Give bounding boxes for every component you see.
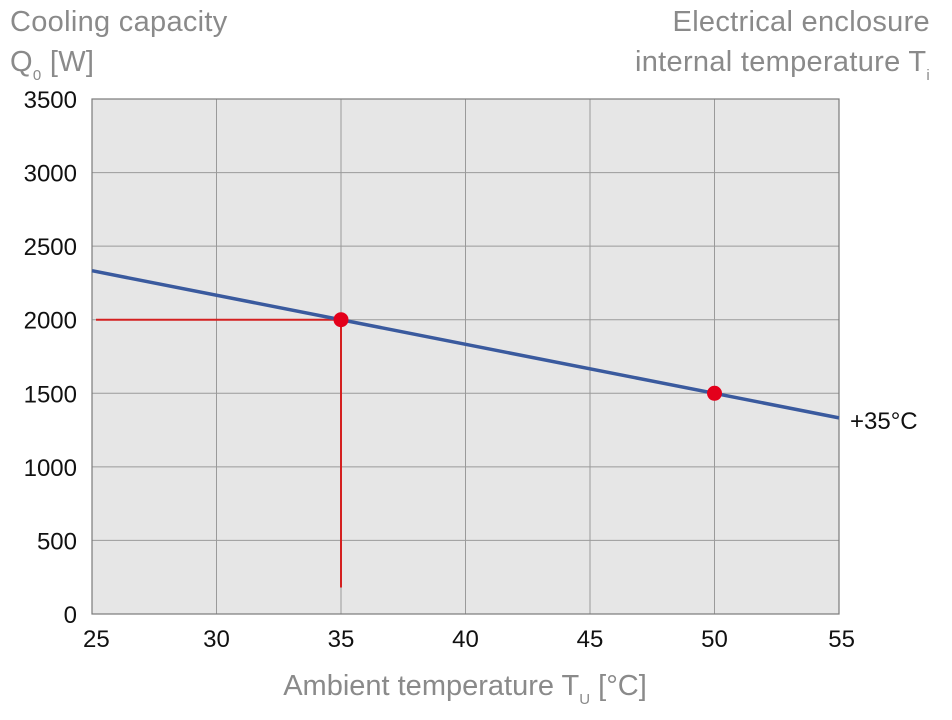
y-axis-subscript: 0 (32, 67, 42, 84)
y-tick-label: 0 (64, 602, 77, 629)
y-tick-label: 1500 (24, 381, 77, 408)
y-axis-title: Cooling capacity Q0 [W] (10, 2, 228, 96)
x-axis-title-subscript: U (579, 691, 591, 708)
y-axis-title-line1: Cooling capacity (10, 6, 228, 38)
x-tick-label: 25 (83, 626, 110, 653)
enclosure-temp-subscript: i (926, 67, 930, 84)
y-axis-title-line2: Q0 [W] (10, 42, 228, 96)
series-label: +35°C (850, 408, 918, 435)
enclosure-temp-title: Electrical enclosure internal temperatur… (635, 2, 930, 96)
x-tick-label: 40 (452, 626, 479, 653)
y-tick-label: 1000 (24, 455, 77, 482)
x-tick-label: 30 (203, 626, 230, 653)
y-tick-label: 500 (37, 528, 77, 555)
y-tick-label: 3500 (24, 87, 77, 114)
plot-frame (91, 98, 840, 615)
data-point (333, 312, 349, 328)
x-axis-title-main: Ambient temperature T (283, 670, 580, 702)
y-tick-label: 2500 (24, 234, 77, 261)
enclosure-temp-line2: internal temperature Ti (635, 42, 930, 96)
x-tick-label: 45 (577, 626, 604, 653)
x-axis-title: Ambient temperature TU [°C] (0, 666, 930, 720)
x-axis-title-unit: [°C] (598, 670, 647, 702)
y-tick-label: 3000 (24, 161, 77, 188)
y-tick-label: 2000 (24, 308, 77, 335)
x-tick-label: 55 (828, 626, 855, 653)
x-tick-label: 50 (701, 626, 728, 653)
enclosure-temp-line1: Electrical enclosure (672, 6, 930, 38)
data-point (707, 385, 722, 401)
y-axis-unit: [W] (49, 46, 95, 78)
x-tick-label: 35 (328, 626, 355, 653)
y-axis-symbol: Q (10, 46, 33, 78)
enclosure-temp-main: internal temperature T (634, 46, 927, 78)
